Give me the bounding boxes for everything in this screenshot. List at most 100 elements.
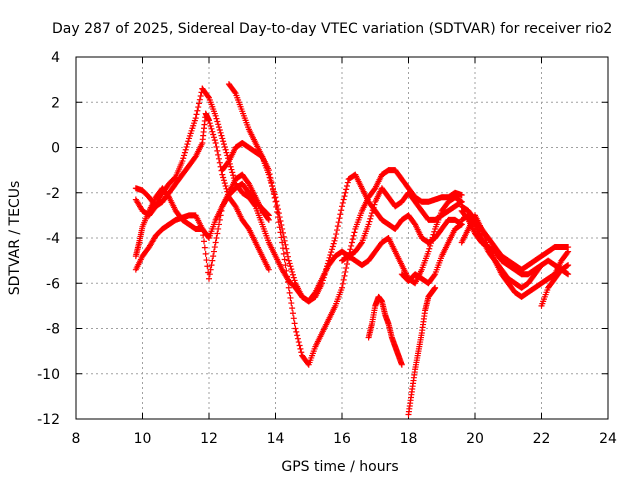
data-point	[215, 124, 222, 131]
series	[219, 139, 465, 305]
data-point	[341, 193, 348, 200]
data-point	[321, 271, 328, 278]
data-point	[213, 115, 220, 122]
data-point	[219, 135, 226, 142]
y-tick-label: 2	[51, 95, 60, 111]
y-tick-label: 4	[51, 50, 60, 66]
data-point	[207, 266, 214, 273]
data-point	[270, 188, 277, 195]
data-point	[285, 284, 292, 291]
data-point	[206, 120, 213, 127]
data-point	[293, 328, 300, 335]
data-point	[183, 143, 190, 150]
data-point	[274, 202, 281, 209]
data-point	[281, 256, 288, 263]
data-point	[290, 274, 297, 281]
data-point	[213, 143, 220, 150]
data-point	[281, 237, 288, 244]
data-point	[343, 264, 350, 271]
data-point	[268, 180, 275, 187]
data-point	[251, 202, 258, 209]
data-point	[336, 215, 343, 222]
data-point	[290, 315, 297, 322]
data-point	[294, 335, 301, 342]
data-point	[227, 163, 234, 170]
data-point	[210, 131, 217, 138]
data-point	[220, 177, 227, 184]
data-point	[279, 229, 286, 236]
data-point	[207, 123, 214, 130]
data-point	[326, 254, 333, 261]
y-axis-label: SDTVAR / TECUs	[7, 181, 23, 296]
data-point	[192, 115, 199, 122]
data-point	[348, 242, 355, 249]
data-point	[283, 245, 290, 252]
data-point	[181, 152, 188, 159]
data-point	[431, 272, 438, 279]
data-point	[371, 201, 378, 208]
data-point	[425, 248, 432, 255]
data-point	[221, 180, 228, 187]
data-point	[325, 257, 332, 264]
data-point	[211, 137, 218, 144]
data-point	[209, 128, 216, 135]
data-point	[220, 138, 227, 145]
data-point	[366, 218, 373, 225]
data-point	[265, 266, 272, 273]
data-point	[565, 262, 572, 269]
data-point	[340, 276, 347, 283]
x-tick-label: 12	[200, 431, 218, 447]
data-point	[288, 300, 295, 307]
data-point	[319, 277, 326, 284]
x-tick-label: 18	[400, 431, 418, 447]
data-point	[213, 235, 220, 241]
data-point	[280, 233, 287, 240]
data-point	[217, 212, 224, 219]
data-point	[229, 169, 236, 176]
series	[538, 262, 572, 309]
data-point	[201, 238, 208, 245]
data-point	[333, 231, 340, 238]
data-point	[215, 155, 222, 162]
data-point	[206, 117, 212, 124]
data-point	[432, 284, 439, 291]
data-point	[342, 268, 349, 275]
data-point	[220, 141, 227, 148]
data-point	[286, 289, 293, 296]
data-point	[337, 211, 344, 218]
data-point	[277, 218, 284, 225]
data-point	[565, 248, 572, 255]
data-point	[265, 216, 272, 223]
data-point	[218, 132, 225, 139]
data-point	[215, 151, 222, 158]
data-point	[339, 199, 346, 206]
data-point	[426, 245, 433, 252]
chart-title: Day 287 of 2025, Sidereal Day-to-day VTE…	[52, 21, 612, 37]
plot-frame	[75, 56, 609, 420]
data-point	[282, 241, 289, 248]
data-point	[216, 126, 223, 133]
data-point	[230, 175, 237, 182]
data-point	[215, 225, 222, 232]
data-point	[319, 280, 326, 287]
data-point	[347, 246, 354, 253]
data-point	[365, 221, 372, 228]
data-point	[344, 179, 351, 186]
data-point	[273, 198, 280, 205]
data-point	[221, 143, 228, 150]
data-point	[272, 194, 279, 201]
data-point	[287, 294, 294, 301]
y-tick-label: -2	[46, 186, 60, 202]
data-point	[289, 305, 296, 312]
data-point	[289, 271, 296, 278]
data-point	[341, 272, 348, 279]
data-point	[184, 141, 191, 148]
data-point	[210, 248, 217, 255]
data-point	[343, 261, 350, 268]
data-point	[334, 227, 341, 234]
data-point	[368, 210, 375, 217]
data-point	[284, 249, 291, 256]
data-point	[199, 225, 206, 232]
data-point	[197, 93, 204, 100]
